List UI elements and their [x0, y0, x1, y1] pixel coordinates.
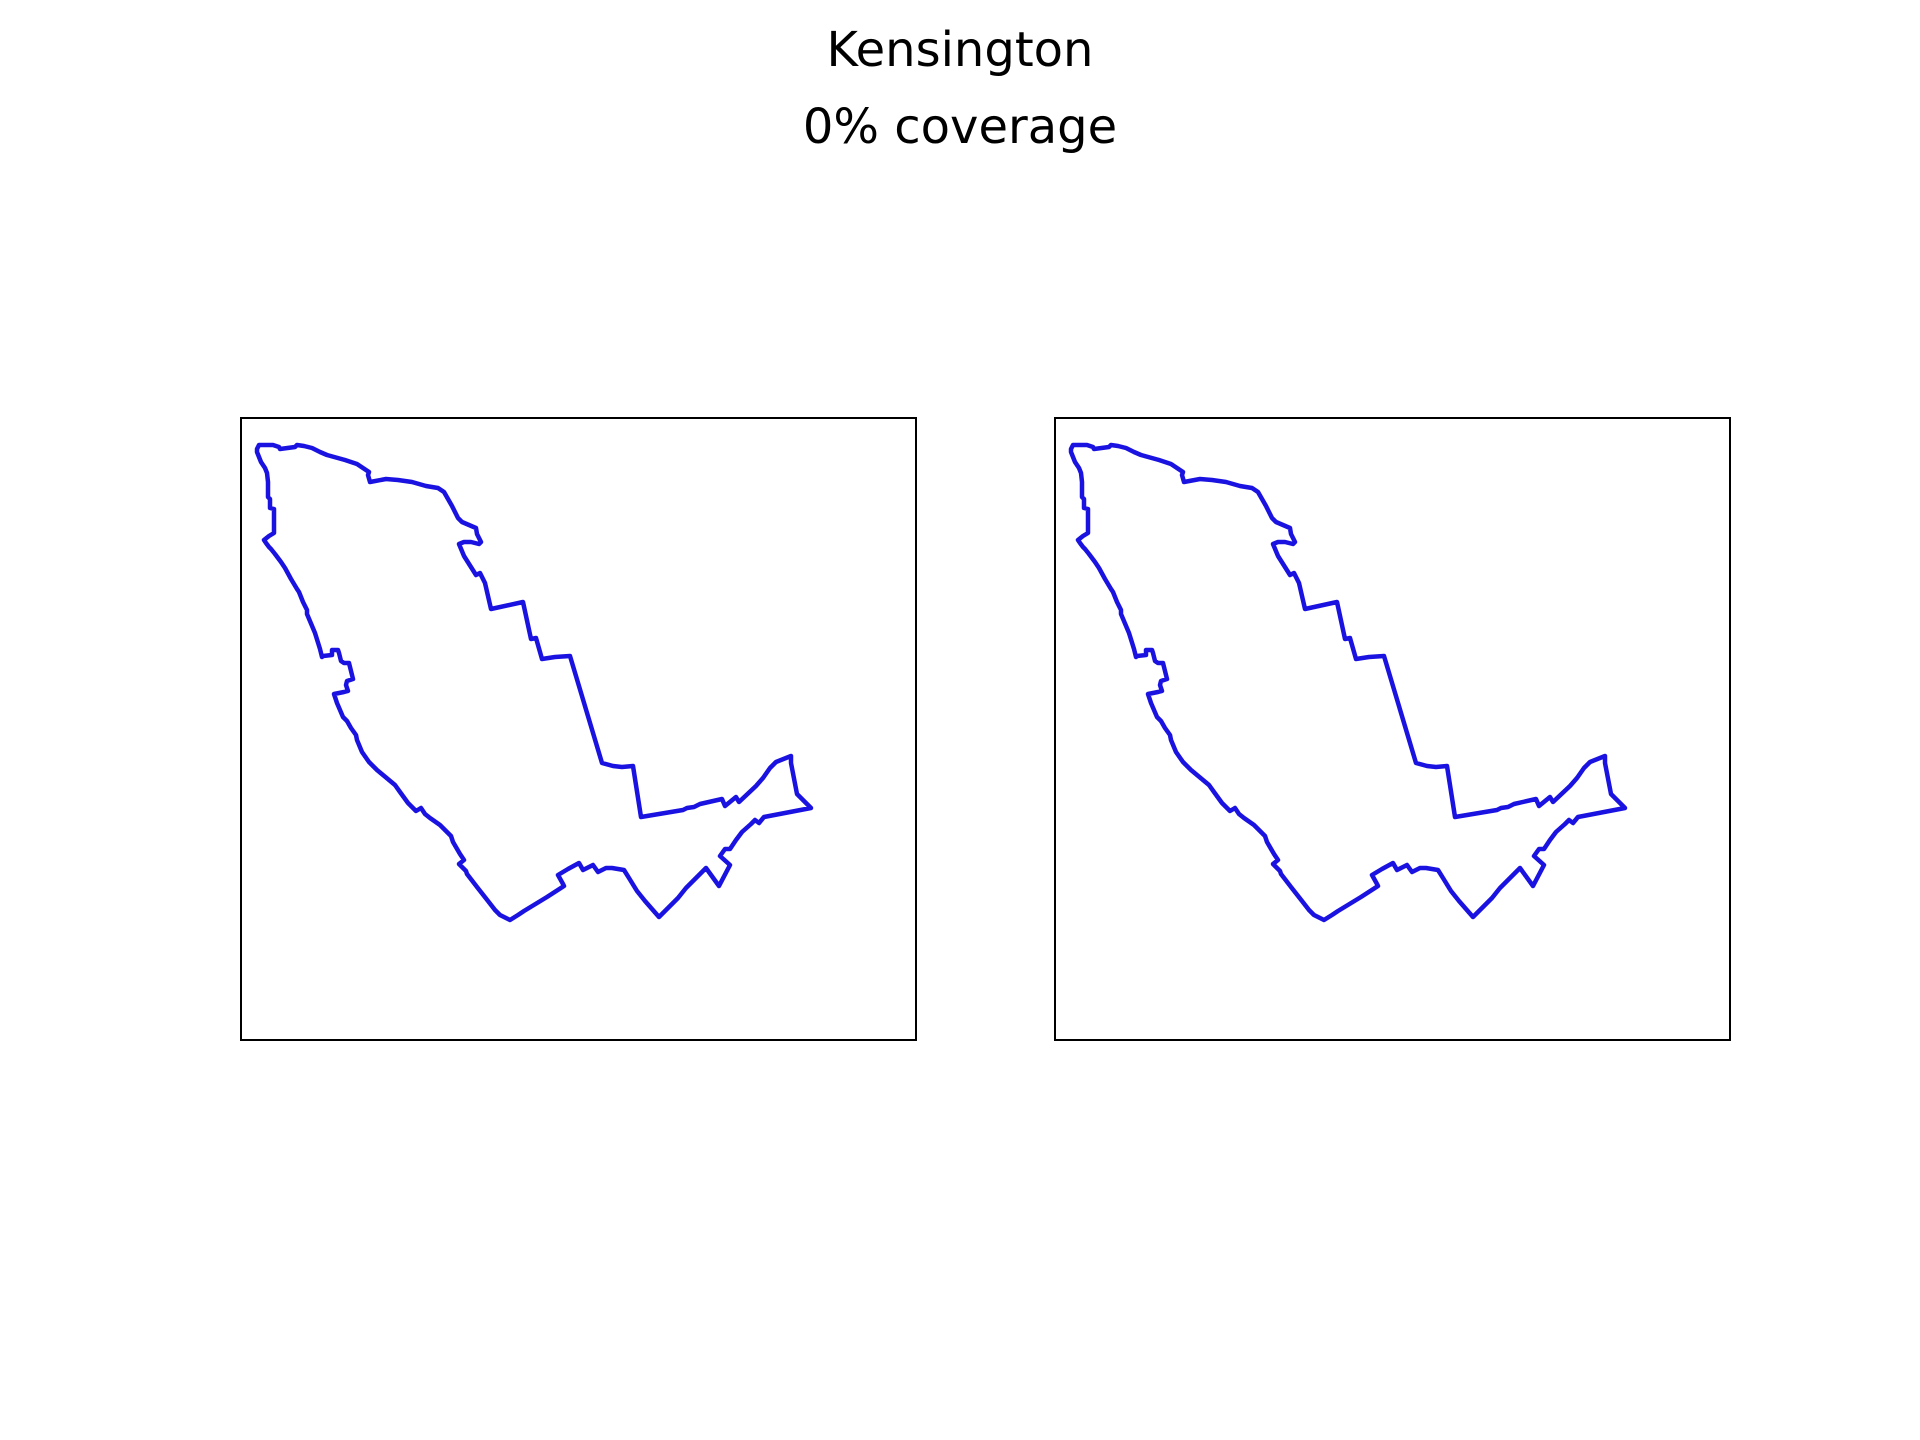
coverage-subtitle: 0% coverage [802, 99, 1118, 155]
map-panel-left [240, 417, 917, 1041]
kensington-boundary-right [1068, 442, 1628, 923]
figure-title: Kensington [826, 22, 1094, 78]
map-panel-right [1054, 417, 1731, 1041]
kensington-boundary-left [254, 442, 814, 923]
boundary-map-left [254, 442, 814, 923]
boundary-map-right [1068, 442, 1628, 923]
